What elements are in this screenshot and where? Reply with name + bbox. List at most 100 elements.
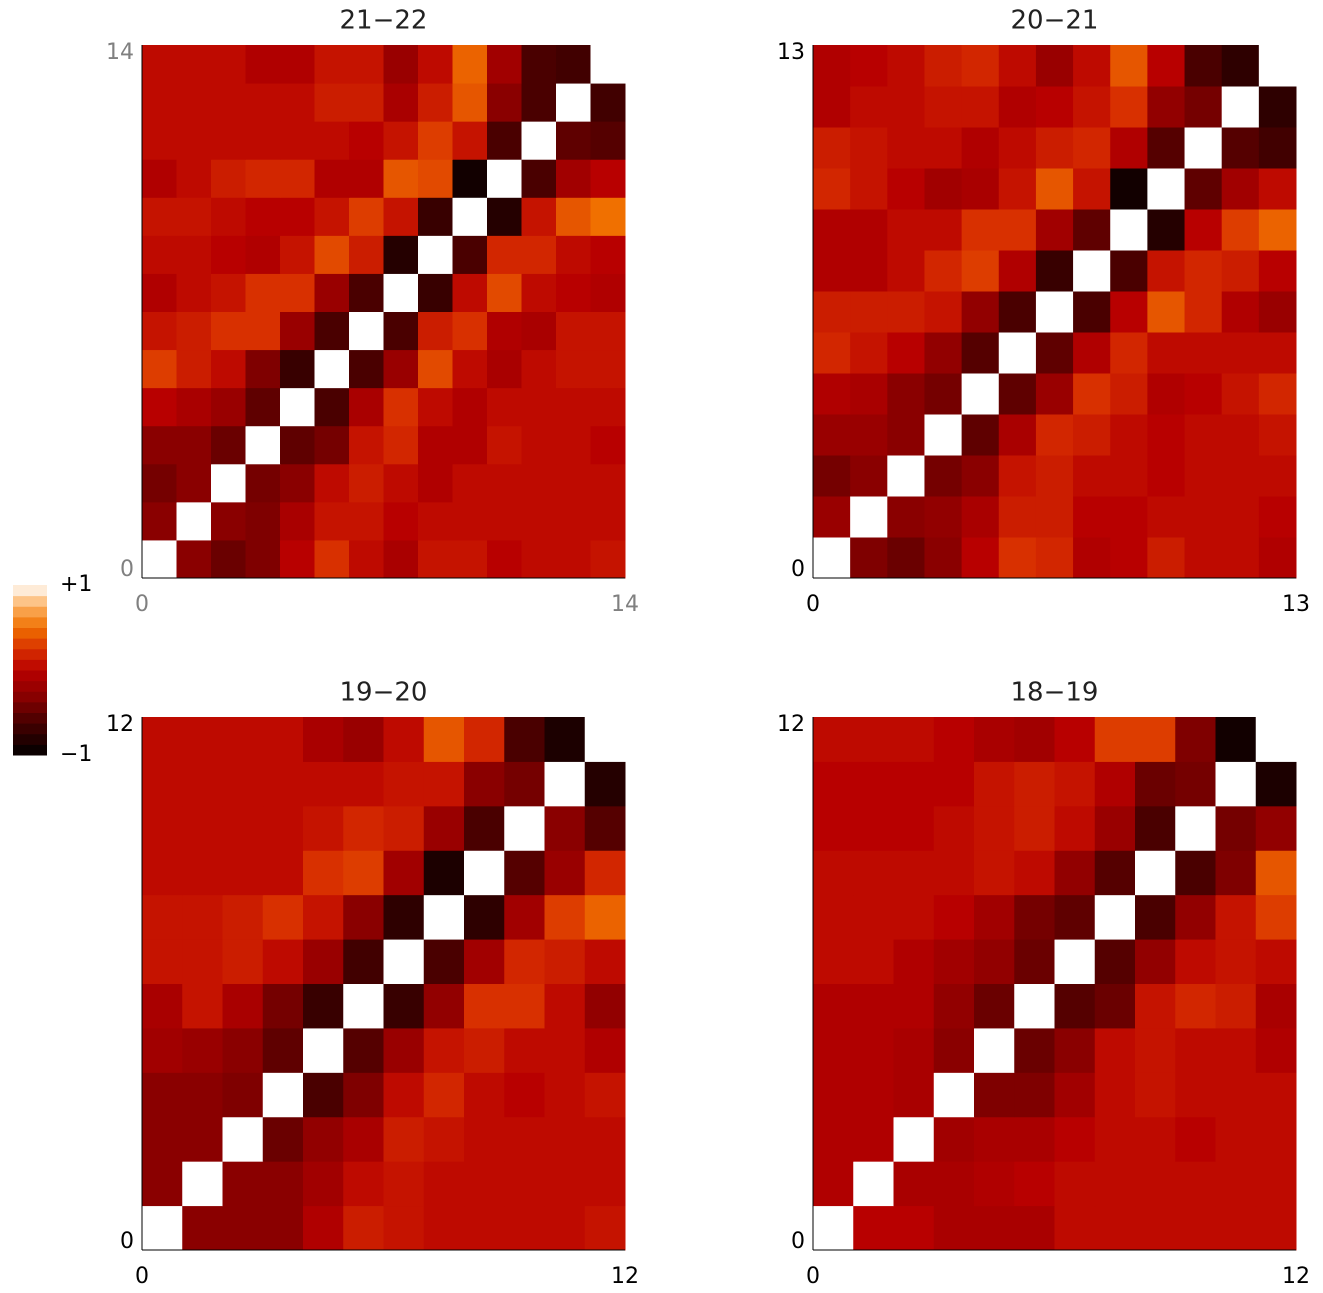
heatmap-cell [1255,1072,1297,1118]
heatmap-cell [142,197,177,236]
heatmap-cell [1184,250,1223,292]
heatmap-cell [1110,45,1148,87]
heatmap-cell [1073,209,1111,251]
heatmap-cell [974,1205,1015,1251]
heatmap-cell [998,373,1037,415]
heatmap-cell [961,168,1000,210]
heatmap-cell [383,717,425,762]
heatmap-cell [556,539,591,579]
heatmap-cell [418,311,453,351]
heatmap-cell [924,332,963,374]
heatmap-cell [452,349,488,389]
heatmap-cell [1035,414,1074,456]
heatmap-cell [1147,127,1186,169]
heatmap-cell [998,496,1037,538]
heatmap-cell [1035,455,1074,497]
heatmap-cell [813,939,854,984]
heatmap-cell [504,983,545,1029]
chart-title: 19−20 [340,678,428,708]
heatmap-cell [222,761,264,807]
heatmap-cell [303,1072,344,1118]
colorbar-step [13,606,47,618]
heatmap-cell [314,45,350,84]
heatmap-cell [487,539,522,579]
heatmap-cell [1014,1161,1055,1207]
heatmap-cell [211,349,246,389]
heatmap-cell [813,1116,854,1162]
heatmap-cell [961,209,1000,251]
heatmap-cell [176,539,212,579]
heatmap-cell [383,463,419,503]
heatmap-cell [1258,414,1297,456]
heatmap-cell [383,501,419,541]
heatmap-cell [1258,332,1297,374]
heatmap-cell [222,894,264,940]
heatmap-cell [521,539,557,579]
heatmap-cell [1255,850,1297,896]
heatmap-cell [1014,1027,1055,1073]
heatmap-cell [464,939,505,984]
heatmap-cell [1258,291,1297,333]
heatmap-cell [1135,1072,1176,1118]
heatmap-cell [303,850,344,896]
heatmap-cell [1110,127,1148,169]
heatmap-cell [1175,805,1216,851]
heatmap-cell [813,291,851,333]
heatmap-cell [504,717,545,762]
heatmap-cell [590,311,626,351]
heatmap-cell [584,717,626,762]
heatmap-cell [521,273,557,312]
heatmap-cell [556,45,591,84]
heatmap-cell [464,1027,505,1073]
heatmap-cell [418,45,453,84]
heatmap-cell [1073,127,1111,169]
heatmap-cell [314,539,350,579]
heatmap-cell [1135,894,1176,940]
heatmap-cell [487,197,522,236]
heatmap-cell [262,850,304,896]
heatmap-cell [504,939,545,984]
y-tick-label: 12 [777,712,805,737]
heatmap-cell [1110,250,1148,292]
heatmap-cell [245,159,281,198]
heatmap-cell [1215,1161,1257,1207]
heatmap-cell [383,197,419,236]
heatmap-cell [1135,1116,1176,1162]
heatmap-cell [1258,496,1297,538]
heatmap-cell [893,939,935,984]
heatmap-cell [1014,894,1055,940]
heatmap-cell [887,332,925,374]
heatmap-cell [556,349,591,389]
heatmap-cell [1014,939,1055,984]
heatmap-cell [887,127,925,169]
heatmap-cell [222,939,264,984]
heatmap-cell [961,332,1000,374]
heatmap-cell [383,761,425,807]
x-tick-label: 12 [1282,1264,1310,1289]
heatmap-cell [1221,332,1260,374]
heatmap-cell [521,83,557,122]
y-tick-label: 12 [106,712,134,737]
heatmap-cell [464,983,505,1029]
heatmap-cell [1014,761,1055,807]
heatmap-cell [464,761,505,807]
heatmap-cell [383,1161,425,1207]
heatmap-cell [176,121,212,160]
heatmap-cell [423,761,465,807]
heatmap-cell [1035,537,1074,579]
colorbar-step [13,691,47,703]
heatmap-cell [211,159,246,198]
heatmap-cell [933,939,975,984]
heatmap-cell [383,235,419,274]
heatmap-cell [521,349,557,389]
heatmap-cell [1175,1161,1216,1207]
heatmap-cell [1221,373,1260,415]
heatmap-cell [813,1161,854,1207]
heatmap-cell [924,209,963,251]
heatmap-cell [487,501,522,541]
heatmap-cell [1035,209,1074,251]
heatmap-cell [893,894,935,940]
heatmap-cell [521,159,557,198]
y-tick-label: 13 [777,40,805,65]
